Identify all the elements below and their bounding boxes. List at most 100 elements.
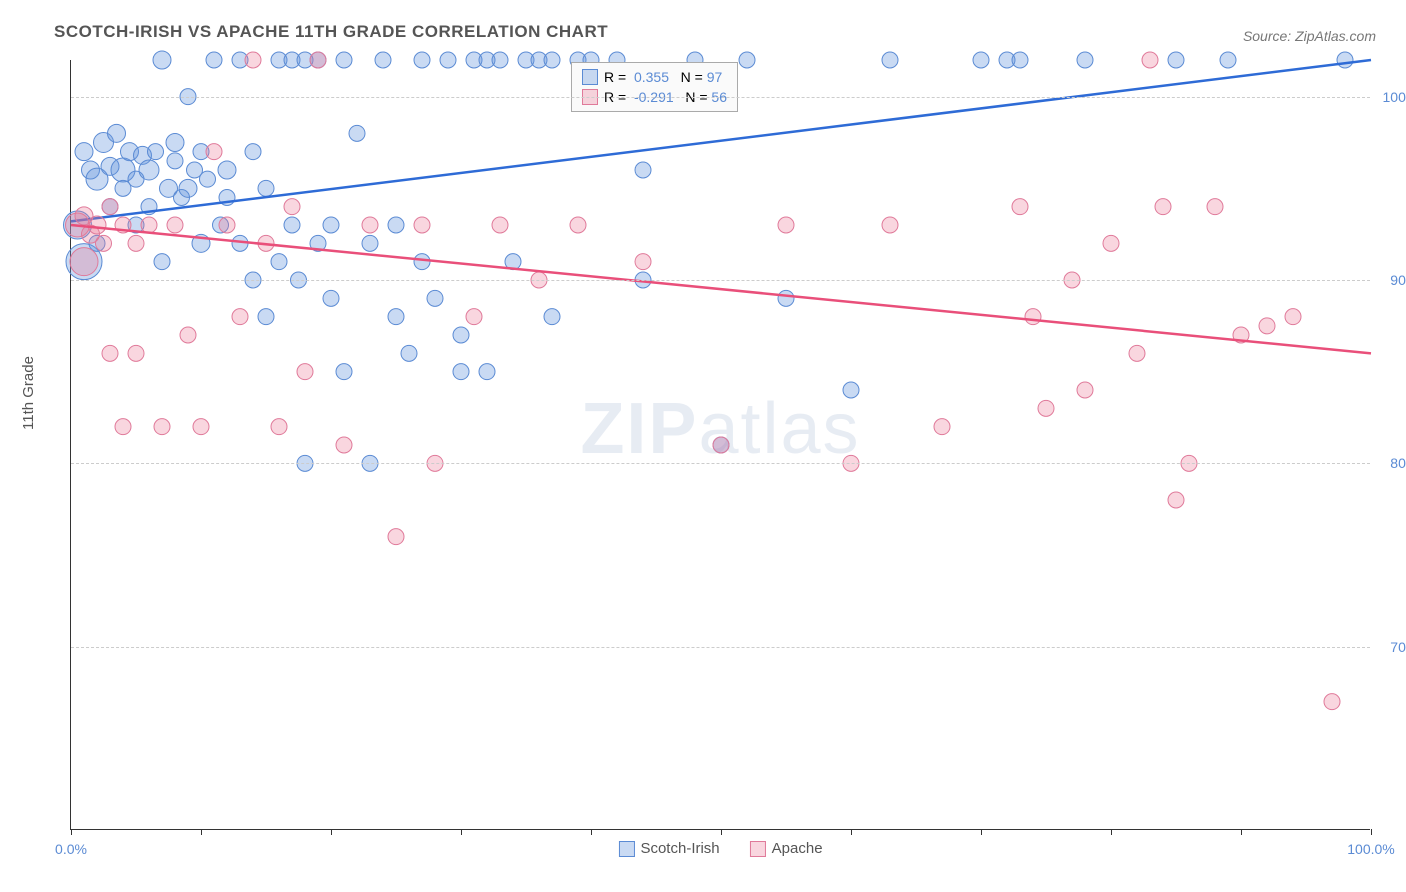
bottom-legend-item: Apache: [750, 840, 823, 857]
data-point: [1220, 52, 1236, 68]
x-tick: [1111, 829, 1112, 835]
data-point: [148, 144, 164, 160]
data-point: [388, 529, 404, 545]
data-point: [1103, 235, 1119, 251]
data-point: [388, 309, 404, 325]
data-point: [362, 217, 378, 233]
data-point: [414, 254, 430, 270]
data-point: [544, 309, 560, 325]
data-point: [1129, 345, 1145, 361]
data-point: [88, 216, 106, 234]
plot-svg: [71, 60, 1370, 829]
data-point: [713, 437, 729, 453]
x-tick: [851, 829, 852, 835]
data-point: [479, 364, 495, 380]
data-point: [206, 52, 222, 68]
data-point: [1012, 52, 1028, 68]
chart-title: SCOTCH-IRISH VS APACHE 11TH GRADE CORREL…: [54, 22, 608, 42]
y-tick-label: 100.0%: [1383, 89, 1406, 105]
data-point: [778, 290, 794, 306]
bottom-legend-item: Scotch-Irish: [618, 840, 719, 857]
x-tick-label: 100.0%: [1347, 841, 1394, 857]
data-point: [973, 52, 989, 68]
legend-swatch: [618, 841, 634, 857]
stats-legend-box: R = 0.355 N = 97 R = -0.291 N = 56: [571, 62, 738, 112]
x-tick: [331, 829, 332, 835]
gridline-h: [71, 647, 1370, 648]
data-point: [258, 309, 274, 325]
data-point: [843, 382, 859, 398]
data-point: [284, 199, 300, 215]
data-point: [232, 309, 248, 325]
legend-swatch: [750, 841, 766, 857]
data-point: [934, 419, 950, 435]
data-point: [336, 52, 352, 68]
data-point: [1077, 52, 1093, 68]
x-tick: [721, 829, 722, 835]
data-point: [180, 327, 196, 343]
trend-line: [71, 225, 1371, 353]
x-tick: [461, 829, 462, 835]
legend-label: Apache: [772, 840, 823, 857]
data-point: [75, 143, 93, 161]
data-point: [128, 235, 144, 251]
x-tick: [591, 829, 592, 835]
y-axis-label: 11th Grade: [20, 356, 37, 430]
data-point: [310, 52, 326, 68]
data-point: [154, 254, 170, 270]
x-tick-label: 0.0%: [55, 841, 87, 857]
stats-text: R = 0.355 N = 97: [604, 69, 722, 85]
data-point: [336, 364, 352, 380]
x-tick: [71, 829, 72, 835]
data-point: [336, 437, 352, 453]
legend-label: Scotch-Irish: [640, 840, 719, 857]
stats-row: R = 0.355 N = 97: [582, 67, 727, 87]
data-point: [1077, 382, 1093, 398]
data-point: [166, 134, 184, 152]
gridline-h: [71, 463, 1370, 464]
x-tick: [201, 829, 202, 835]
data-point: [258, 180, 274, 196]
data-point: [401, 345, 417, 361]
data-point: [739, 52, 755, 68]
data-point: [492, 52, 508, 68]
data-point: [1168, 492, 1184, 508]
data-point: [153, 51, 171, 69]
data-point: [1012, 199, 1028, 215]
data-point: [245, 144, 261, 160]
data-point: [349, 125, 365, 141]
data-point: [179, 179, 197, 197]
data-point: [1324, 694, 1340, 710]
data-point: [218, 161, 236, 179]
data-point: [200, 171, 216, 187]
data-point: [1025, 309, 1041, 325]
data-point: [128, 345, 144, 361]
data-point: [271, 254, 287, 270]
data-point: [297, 364, 313, 380]
x-tick: [981, 829, 982, 835]
x-tick: [1241, 829, 1242, 835]
data-point: [882, 52, 898, 68]
data-point: [167, 153, 183, 169]
data-point: [219, 217, 235, 233]
data-point: [1142, 52, 1158, 68]
data-point: [466, 309, 482, 325]
data-point: [375, 52, 391, 68]
data-point: [271, 419, 287, 435]
data-point: [427, 290, 443, 306]
data-point: [139, 160, 159, 180]
y-tick-label: 80.0%: [1390, 455, 1406, 471]
data-point: [245, 52, 261, 68]
data-point: [1207, 199, 1223, 215]
data-point: [453, 327, 469, 343]
data-point: [102, 345, 118, 361]
data-point: [570, 217, 586, 233]
y-tick-label: 90.0%: [1390, 272, 1406, 288]
data-point: [388, 217, 404, 233]
data-point: [635, 162, 651, 178]
data-point: [108, 124, 126, 142]
gridline-h: [71, 280, 1370, 281]
data-point: [453, 364, 469, 380]
data-point: [70, 248, 98, 276]
data-point: [414, 52, 430, 68]
